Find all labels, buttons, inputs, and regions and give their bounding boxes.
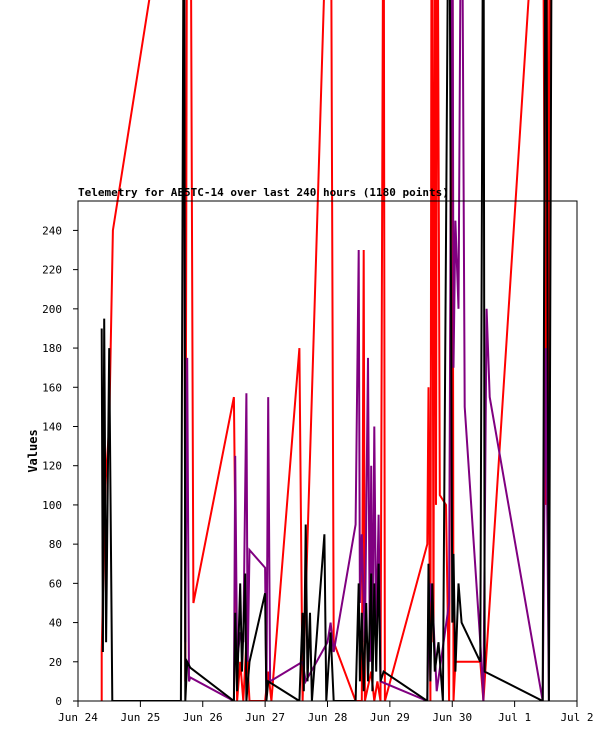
x-tick-label: Jun 25: [121, 711, 161, 724]
series-line-2: [183, 0, 550, 701]
y-tick-label: 80: [49, 538, 62, 551]
y-tick-label: 20: [49, 656, 62, 669]
y-tick-label: 240: [42, 224, 62, 237]
series-line-1: [100, 0, 551, 701]
y-tick-label: 140: [42, 420, 62, 433]
y-axis-label: Values: [26, 429, 40, 472]
chart-title: Telemetry for AE5TC-14 over last 240 hou…: [78, 186, 449, 199]
y-tick-label: 220: [42, 264, 62, 277]
y-axis: 0 20 40 60 80 100 120 140 160 180 200 220 240: [42, 224, 78, 708]
plot-frame: [77, 200, 578, 702]
y-tick-label: 100: [42, 499, 62, 512]
x-tick-label: Jun 29: [370, 711, 410, 724]
x-tick-label: Jun 30: [432, 711, 472, 724]
x-tick-label: Jun 27: [245, 711, 285, 724]
x-tick-label: Jul 1: [498, 711, 531, 724]
x-tick-label: Jun 26: [183, 711, 223, 724]
series-layer: [100, 0, 553, 701]
y-tick-label: 60: [49, 577, 62, 590]
series-line-3: [100, 0, 553, 701]
x-tick-label: Jun 28: [308, 711, 348, 724]
x-tick-label: Jun 24: [58, 711, 98, 724]
x-axis: Jun 24 Jun 25 Jun 26 Jun 27 Jun 28 Jun 29 Jun …: [58, 701, 594, 724]
x-tick-label: Jul 2: [560, 711, 593, 724]
y-tick-label: 40: [49, 617, 62, 630]
y-tick-label: 0: [55, 695, 62, 708]
y-tick-label: 120: [42, 460, 62, 473]
y-tick-label: 200: [42, 303, 62, 316]
y-tick-label: 160: [42, 381, 62, 394]
y-tick-label: 180: [42, 342, 62, 355]
